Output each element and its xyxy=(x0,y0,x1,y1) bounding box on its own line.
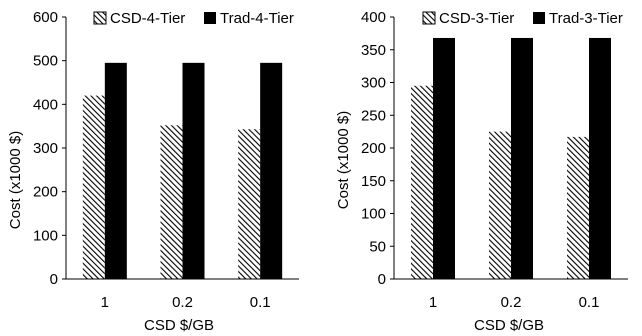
chart-3-tier-bars xyxy=(411,37,611,280)
bar-csd-3-tier xyxy=(411,85,433,280)
x-tick-label: 0.2 xyxy=(172,294,193,311)
bar-csd-3-tier xyxy=(567,136,589,279)
chart-4-tier: 0 100 200 300 400 500 600 1 0.2 0.1 Cost (x1000 … xyxy=(7,9,299,334)
y-tick-label: 300 xyxy=(361,75,386,92)
x-tick-label: 0.1 xyxy=(250,294,271,311)
y-tick-label: 0 xyxy=(378,271,386,288)
bar-csd-4-tier xyxy=(160,125,183,279)
legend-label: Trad-4-Tier xyxy=(220,10,294,27)
y-tick-label: 100 xyxy=(33,227,58,244)
bar-trad-3-tier xyxy=(589,37,611,280)
y-axis-title: Cost (x1000 $) xyxy=(7,131,24,229)
chart-3-tier-yticks: 0 50 100 150 200 250 300 350 400 xyxy=(361,9,394,288)
chart-3-tier-xticks: 1 0.2 0.1 xyxy=(429,294,600,311)
legend: CSD-4-Tier Trad-4-Tier xyxy=(93,10,294,27)
y-tick-label: 350 xyxy=(361,42,386,59)
bar-trad-3-tier xyxy=(433,37,455,280)
x-tick-label: 0.2 xyxy=(501,294,522,311)
chart-4-tier-yticks: 0 100 200 300 400 500 600 xyxy=(33,9,66,288)
y-tick-label: 150 xyxy=(361,173,386,190)
bar-csd-4-tier xyxy=(238,129,261,279)
x-tick-label: 1 xyxy=(429,294,437,311)
y-tick-label: 200 xyxy=(361,140,386,157)
y-tick-label: 600 xyxy=(33,9,58,26)
bar-csd-4-tier xyxy=(82,95,105,279)
x-axis-title: CSD $/GB xyxy=(144,317,214,334)
y-tick-label: 400 xyxy=(33,96,58,113)
y-tick-label: 0 xyxy=(50,271,58,288)
chart-4-tier-bars xyxy=(82,62,283,279)
y-tick-label: 250 xyxy=(361,107,386,124)
legend-swatch-hatch xyxy=(93,11,107,25)
bar-csd-3-tier xyxy=(489,131,511,279)
bar-trad-4-tier xyxy=(182,62,205,279)
y-tick-label: 100 xyxy=(361,206,386,223)
y-tick-label: 400 xyxy=(361,9,386,26)
x-axis-title: CSD $/GB xyxy=(474,317,544,334)
legend-swatch-solid xyxy=(204,12,216,24)
y-tick-label: 50 xyxy=(369,238,386,255)
y-tick-label: 500 xyxy=(33,53,58,70)
y-axis-title: Cost (x1000 $) xyxy=(335,111,352,209)
legend-swatch-hatch xyxy=(422,11,436,25)
y-tick-label: 300 xyxy=(33,140,58,157)
y-tick-label: 200 xyxy=(33,184,58,201)
legend-label: Trad-3-Tier xyxy=(549,10,623,27)
chart-3-tier: 0 50 100 150 200 250 300 350 400 1 0.2 0.1 Cost (x… xyxy=(335,9,628,334)
legend: CSD-3-Tier Trad-3-Tier xyxy=(422,10,623,27)
bar-trad-4-tier xyxy=(260,62,283,279)
x-tick-label: 1 xyxy=(101,294,109,311)
legend-label: CSD-3-Tier xyxy=(439,10,514,27)
legend-label: CSD-4-Tier xyxy=(110,10,185,27)
bar-trad-3-tier xyxy=(511,37,533,280)
x-tick-label: 0.1 xyxy=(579,294,600,311)
chart-4-tier-xticks: 1 0.2 0.1 xyxy=(101,294,271,311)
bar-trad-4-tier xyxy=(104,62,127,279)
legend-swatch-solid xyxy=(533,12,545,24)
